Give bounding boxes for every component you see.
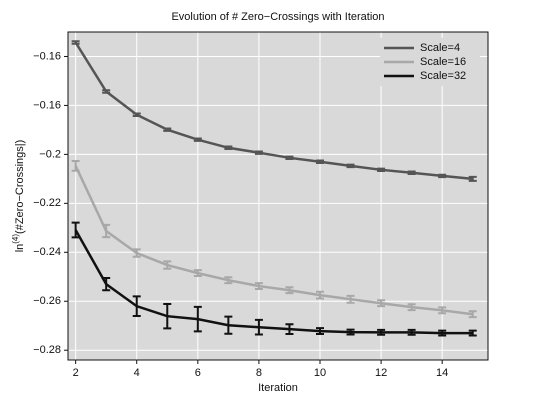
error-bar [316,159,324,164]
x-tick-label: 6 [195,367,201,379]
legend-label: Scale=16 [420,56,466,68]
y-axis-label: ln(4)(#Zero−Crossings|) [11,140,26,253]
plot-frame [67,31,489,361]
error-bar [438,173,447,179]
error-bar [163,302,172,330]
y-tick-label: −0.24 [33,246,61,258]
x-tick-label: 10 [314,367,326,379]
y-tick-label: −0.26 [33,295,61,307]
error-bar [316,327,324,336]
error-bar [285,323,294,336]
legend-label: Scale=32 [420,70,466,82]
y-tick-label: −0.28 [33,344,61,356]
error-bar [71,159,80,172]
error-bar [346,163,355,169]
legend-label: Scale=4 [420,42,460,54]
error-bar [132,295,141,317]
error-bar [468,329,477,337]
series-line [74,229,473,335]
error-bar [346,294,355,304]
y-tick-label: −0.22 [33,197,61,209]
chart-title: Evolution of # Zero−Crossings with Itera… [171,11,384,23]
y-label-rest: (#Zero−Crossings|) [14,140,26,234]
y-tick-label: −0.2 [39,148,61,160]
error-bar [254,282,263,291]
error-bar [438,329,447,337]
error-bar [377,328,386,336]
error-bar [377,167,386,173]
error-bar [193,269,202,278]
error-bar [132,112,141,117]
error-bar [407,328,416,336]
error-bar [102,89,111,94]
error-bar [132,248,141,258]
error-bar [285,286,294,295]
error-bar [224,315,233,335]
error-bar [468,175,477,182]
error-bar [163,260,172,270]
error-bar [254,318,263,336]
error-bar [254,150,263,155]
error-bar [346,328,355,336]
error-bar [438,306,447,315]
error-bar [468,310,477,319]
error-bar [71,40,80,45]
y-label-sup: (4) [11,234,20,244]
error-bar [102,223,111,239]
error-bar [407,303,416,312]
error-bar [224,145,233,151]
error-bar [163,127,172,132]
x-tick-label: 2 [73,367,79,379]
error-bar [407,170,416,175]
x-tick-label: 14 [436,367,448,379]
y-tick-label: −0.16 [33,50,61,62]
x-tick-label: 12 [375,367,387,379]
error-bar [71,221,80,239]
error-bar [377,299,386,308]
x-tick-label: 8 [256,367,262,379]
error-bar [193,305,202,333]
error-bar [316,290,324,300]
error-bar [102,277,111,292]
y-tick-label: −0.16 [33,99,61,111]
series-line [74,41,473,181]
error-bar [285,155,294,161]
error-bar [193,137,202,142]
y-label-base: ln [14,244,26,253]
x-tick-label: 4 [134,367,140,379]
error-bar [224,276,233,285]
series-line [74,165,473,316]
x-axis-label: Iteration [258,382,298,394]
